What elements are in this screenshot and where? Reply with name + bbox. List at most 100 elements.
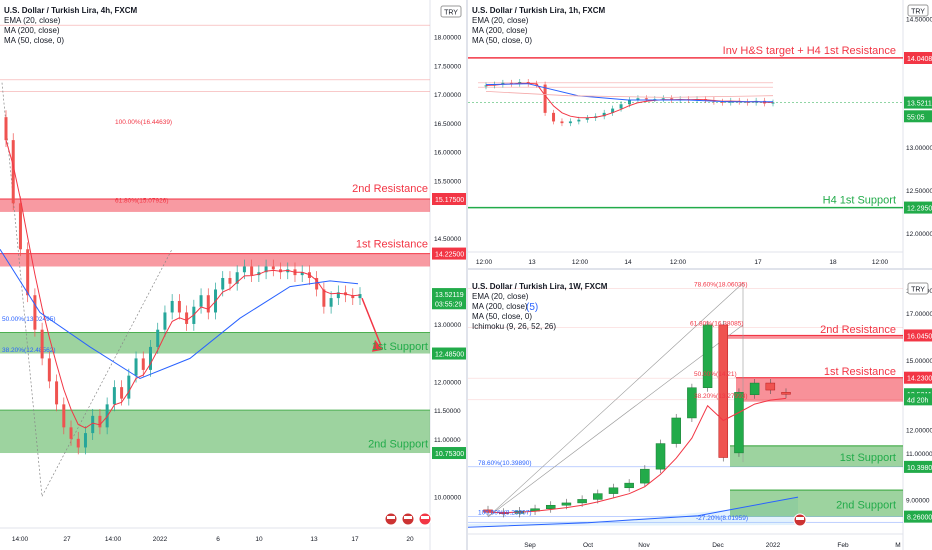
time-tick: 27 xyxy=(63,536,71,543)
candle xyxy=(170,300,174,313)
price-tick: 10.00000 xyxy=(434,494,461,501)
candle xyxy=(177,300,181,313)
price-tag: 55:05 xyxy=(907,114,925,121)
candle xyxy=(69,427,73,439)
candle xyxy=(26,249,30,296)
candle xyxy=(33,295,37,330)
candle xyxy=(206,295,210,313)
indicator-ema[interactable]: EMA (20, close) xyxy=(472,292,529,301)
chart-panel-1h[interactable]: Inv H&S target + H4 1st Resistance H4 1st… xyxy=(468,0,932,268)
chart-panel-4h[interactable]: 100.00%(16.44639) 61.80%(15.07926) 50.00%(… xyxy=(0,0,466,550)
indicator-ema[interactable]: EMA (20, close) xyxy=(4,16,61,25)
indicator-ichimoku[interactable]: Ichimoku (9, 26, 52, 26) xyxy=(472,322,557,331)
fib-diagonal xyxy=(487,282,744,518)
candle xyxy=(560,121,564,124)
candle xyxy=(127,375,131,399)
zone-label-0: 2nd Resistance xyxy=(352,183,428,195)
level-label-1: H4 1st Support xyxy=(823,195,896,207)
price-tick: 17.50000 xyxy=(434,63,461,70)
indicator-ma50[interactable]: MA (50, close, 0) xyxy=(4,36,65,45)
ma-200-line xyxy=(0,249,359,380)
fib-label: 38.20%(13.27993) xyxy=(694,393,748,400)
indicator-ma50[interactable]: MA (50, close, 0) xyxy=(472,36,533,45)
price-tag: 14.22500 xyxy=(435,252,464,259)
time-tick: 13 xyxy=(310,536,318,543)
currency-badge-bg xyxy=(440,5,462,18)
candle xyxy=(148,346,152,370)
fib-label: 50.00%(14.21) xyxy=(694,371,737,378)
chart-1h-canvas[interactable]: Inv H&S target + H4 1st Resistance H4 1st… xyxy=(468,0,932,268)
price-tag-bg xyxy=(904,510,932,523)
candle xyxy=(670,98,674,100)
indicator-ma200[interactable]: MA (200, close) xyxy=(472,302,528,311)
candle xyxy=(718,324,729,458)
candle xyxy=(322,289,326,307)
candle xyxy=(602,112,606,117)
candle xyxy=(734,392,744,454)
price-tag-bg xyxy=(904,110,932,123)
candle xyxy=(611,108,615,113)
chart-4h-canvas[interactable]: 100.00%(16.44639) 61.80%(15.07926) 50.00%(… xyxy=(0,0,466,550)
candle xyxy=(720,101,724,103)
price-tag: 13.52119 xyxy=(907,101,932,108)
price-tag: 8.26000 xyxy=(907,515,932,522)
chart-panel-1w[interactable]: 78.60%(18.06035) 61.80%(16.38085) 50.00%(1… xyxy=(468,270,932,550)
price-tick: 13.00000 xyxy=(906,145,932,152)
candle xyxy=(156,329,160,347)
fib-label: 100.00%(16.44639) xyxy=(115,119,172,126)
candle xyxy=(221,277,225,290)
projection-arrow xyxy=(361,297,382,347)
price-tag-bg xyxy=(904,96,932,109)
candle xyxy=(358,294,362,299)
price-tick: 14.50000 xyxy=(906,17,932,24)
candle xyxy=(545,504,556,509)
candle xyxy=(91,415,95,434)
price-tag: 12.48500 xyxy=(435,352,464,359)
price-tick: 16.50000 xyxy=(434,121,461,128)
price-tick: 12.00000 xyxy=(434,379,461,386)
candle xyxy=(315,277,319,290)
indicator-ma50[interactable]: MA (50, close, 0) xyxy=(472,312,533,321)
currency-badge-bg xyxy=(907,4,929,17)
candle xyxy=(781,392,791,395)
fib-label: 61.80%(16.38085) xyxy=(690,321,744,328)
indicator-ma200[interactable]: MA (200, close) xyxy=(472,26,528,35)
price-tick: 12.00000 xyxy=(906,428,932,435)
flag-icon-stripe xyxy=(387,516,395,519)
ema-20-line xyxy=(5,139,361,429)
fib-label: 78.60%(18.06035) xyxy=(694,282,748,289)
horizontal-divider[interactable] xyxy=(468,268,932,270)
level-label-0: Inv H&S target + H4 1st Resistance xyxy=(723,45,896,57)
time-tick: 14:00 xyxy=(105,536,122,543)
candle xyxy=(18,203,22,250)
legend-1w: U.S. Dollar / Turkish Lira, 1W, FXCM EMA… xyxy=(472,282,607,332)
candle xyxy=(112,387,116,405)
candle xyxy=(585,118,589,120)
time-tick: 20 xyxy=(406,536,414,543)
time-tick: Feb xyxy=(837,542,849,549)
fib-diagonal-2 xyxy=(487,324,744,518)
candle xyxy=(4,117,8,141)
chart-1w-canvas[interactable]: 78.60%(18.06035) 61.80%(16.38085) 50.00%(1… xyxy=(468,270,932,550)
time-tick: Dec xyxy=(712,542,724,549)
zone-resistance-1 xyxy=(736,377,903,402)
vertical-divider[interactable] xyxy=(466,0,468,550)
zone-label-2: 1st Support xyxy=(372,341,428,353)
candle xyxy=(702,324,713,388)
price-tag: 13.52119 xyxy=(435,292,464,299)
price-tag-bg xyxy=(432,297,466,310)
candle xyxy=(687,387,697,419)
price-tag-bg xyxy=(432,193,466,206)
indicator-ma200[interactable]: MA (200, close) xyxy=(4,26,60,35)
price-tick: 11.00000 xyxy=(906,451,932,458)
candle xyxy=(300,272,304,276)
price-tag-bg xyxy=(904,329,932,342)
price-tick: 12.00000 xyxy=(906,231,932,238)
indicator-ema[interactable]: EMA (20, close) xyxy=(472,16,529,25)
candle xyxy=(250,266,254,276)
wave-label: (5) xyxy=(526,302,538,313)
price-tag: 16.04500 xyxy=(907,333,932,340)
fib-label: 38.20%(12.48562) xyxy=(2,347,56,354)
fib-label: 61.80%(15.07926) xyxy=(115,197,169,204)
price-tag: 14.23000 xyxy=(907,376,932,383)
